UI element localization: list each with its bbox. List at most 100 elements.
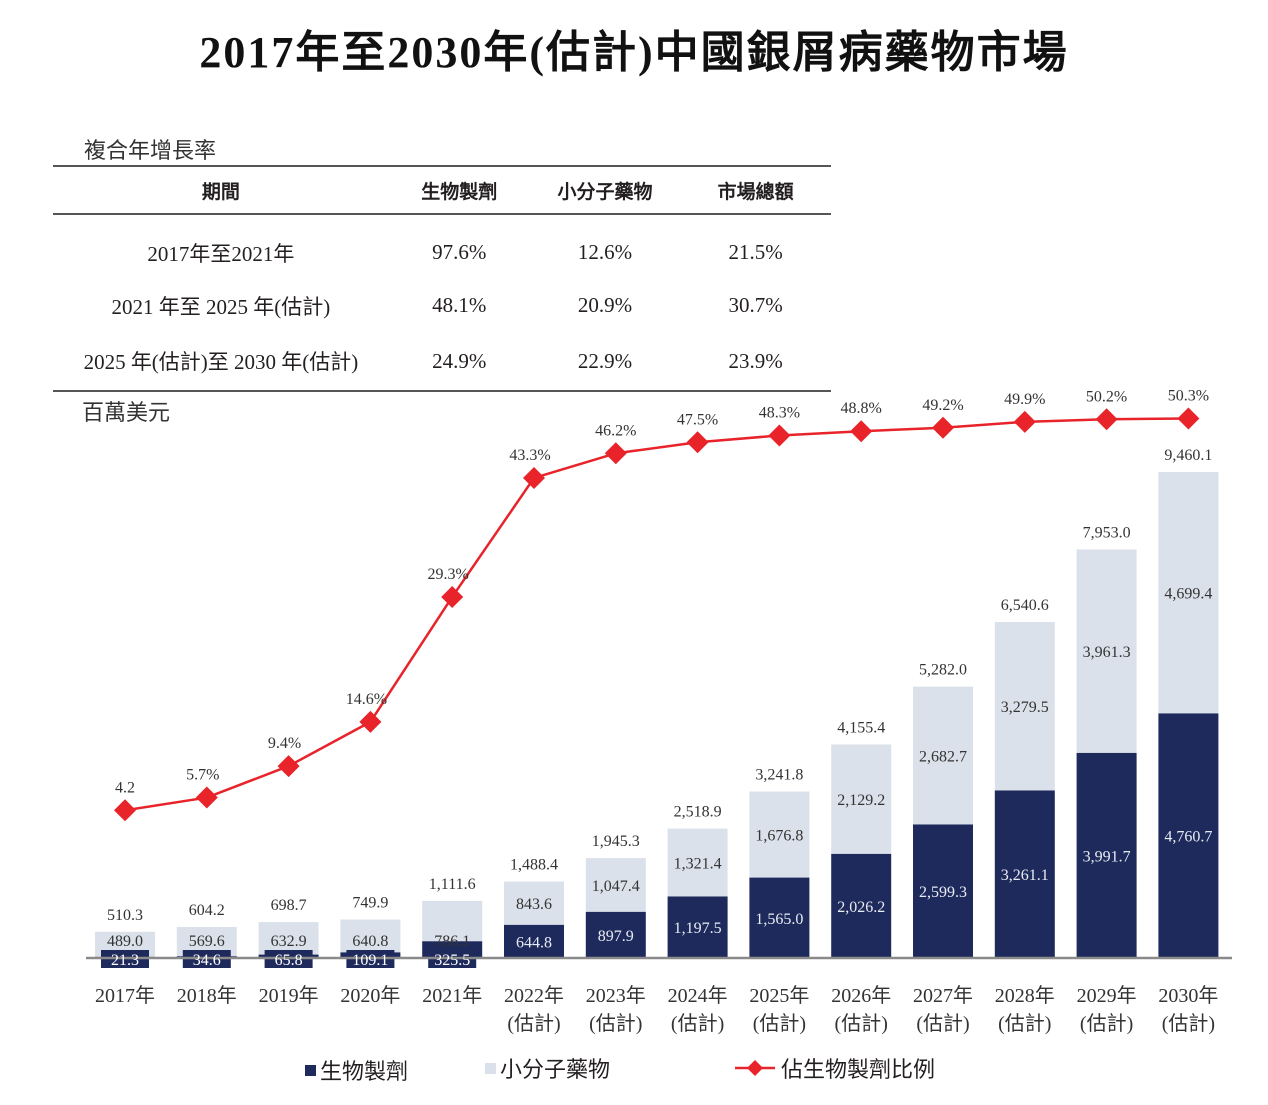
bar-small-molecule-value-label: 640.8 bbox=[352, 933, 388, 950]
bar-small-molecule-value-label: 1,047.4 bbox=[592, 878, 640, 895]
share-line-value-label: 47.5% bbox=[677, 411, 718, 428]
bar-biologics-value-label: 1,565.0 bbox=[755, 911, 803, 928]
bar-total-value-label: 3,241.8 bbox=[755, 766, 803, 783]
x-tick-label: 2027年 bbox=[913, 984, 973, 1007]
bar-small-molecule-value-label: 4,699.4 bbox=[1164, 586, 1212, 603]
bar-total-value-label: 1,111.6 bbox=[429, 876, 476, 893]
x-tick-label: 2020年 bbox=[340, 984, 400, 1007]
legend-swatch-small-molecule bbox=[485, 1062, 496, 1074]
bar-biologics-value-label: 1,197.5 bbox=[674, 920, 722, 937]
bar-small-molecule-value-label: 2,129.2 bbox=[837, 792, 885, 809]
share-line-value-label: 50.3% bbox=[1168, 387, 1209, 404]
bar-total-value-label: 6,540.6 bbox=[1001, 597, 1049, 614]
bar-small-molecule-value-label: 569.6 bbox=[189, 933, 225, 950]
x-tick-label: 2025年 bbox=[749, 984, 809, 1007]
share-line-point-diamond bbox=[114, 799, 136, 822]
share-line-point-diamond bbox=[523, 466, 545, 489]
x-tick-labels-layer: 2017年 2018年 2019年 2020年 2021年 2022年 (估計) 2023年 (… bbox=[95, 984, 1218, 1035]
share-line-value-label: 46.2% bbox=[595, 422, 636, 439]
share-line-point-diamond bbox=[359, 710, 382, 733]
bar-small-molecule-value-label: 2,682.7 bbox=[919, 749, 967, 766]
bar-small-molecule bbox=[1076, 549, 1137, 753]
cagr-small-molecule: 12.6% bbox=[577, 240, 633, 264]
bar-biologics bbox=[913, 824, 973, 958]
x-tick-sublabel: (估計) bbox=[835, 1012, 888, 1035]
share-line-value-label: 49.9% bbox=[1004, 391, 1045, 408]
x-tick-sublabel: (估計) bbox=[753, 1012, 806, 1035]
share-line-point-diamond bbox=[1095, 408, 1118, 431]
cagr-header-total: 市場總額 bbox=[680, 165, 831, 215]
x-tick-label: 2022年 bbox=[504, 984, 564, 1007]
chart-title: 2017年至2030年(估計)中國銀屑病藥物市場 bbox=[199, 28, 1069, 77]
x-tick-sublabel: (估計) bbox=[507, 1012, 560, 1035]
bar-biologics-value-label: 2,026.2 bbox=[837, 899, 885, 916]
cagr-biologics: 97.6% bbox=[432, 240, 487, 264]
cagr-small-molecule: 22.9% bbox=[529, 332, 681, 392]
cagr-row: 2017年至2021年 97.6% 12.6% 21.5% bbox=[53, 214, 831, 279]
cagr-header-period: 期間 bbox=[53, 165, 389, 215]
legend-label-biologics: 生物製劑 bbox=[320, 1059, 409, 1084]
x-tick-label: 2028年 bbox=[995, 984, 1055, 1007]
share-line-point-diamond bbox=[604, 442, 627, 465]
bar-total-value-label: 749.9 bbox=[352, 894, 388, 911]
x-tick-label: 2023年 bbox=[586, 984, 646, 1007]
bar-biologics bbox=[504, 924, 564, 958]
share-line-layer: 4.2 5.7% 9.4% 14.6% 29.3% 43.3% 46.2% 47.5% 48.3… bbox=[114, 387, 1209, 822]
cagr-row: 2021 年至 2025 年(估計) 48.1% 20.9% 30.7% bbox=[53, 279, 831, 332]
bar-labels-layer: 21.3 489.0 510.3 34.6 569.6 604.2 65.8 632.9 698… bbox=[107, 447, 1212, 969]
bar-biologics-value-label: 644.8 bbox=[516, 934, 552, 951]
share-line-point-diamond bbox=[1013, 410, 1036, 433]
share-line-value-label: 9.4% bbox=[268, 735, 301, 752]
x-tick-label: 2030年 bbox=[1158, 984, 1218, 1007]
bar-small-molecule bbox=[1158, 472, 1219, 714]
legend-swatch-biologics bbox=[305, 1064, 316, 1076]
share-line-point-diamond bbox=[932, 416, 954, 439]
bar-small-molecule bbox=[585, 858, 646, 912]
share-line-value-label: 50.2% bbox=[1086, 388, 1127, 405]
bar-biologics-value-label: 897.9 bbox=[598, 928, 634, 945]
cagr-table: 期間 生物製劑 小分子藥物 市場總額 2017年至2021年 97.6% 12.… bbox=[53, 165, 831, 392]
legend-item-small-molecule: 小分子藥物 bbox=[485, 1052, 610, 1084]
bar-biologics-value-label: 2,599.3 bbox=[919, 884, 967, 901]
bar-biologics bbox=[1158, 713, 1219, 958]
bar-total-value-label: 510.3 bbox=[107, 907, 143, 924]
x-tick-sublabel: (估計) bbox=[1162, 1012, 1215, 1035]
cagr-header-small-molecule: 小分子藥物 bbox=[529, 165, 681, 215]
bar-small-molecule-value-label: 3,279.5 bbox=[1001, 699, 1049, 716]
bar-biologics-value-label: 4,760.7 bbox=[1164, 829, 1212, 846]
bar-biologics-value-label: 325.5 bbox=[434, 952, 470, 969]
cagr-biologics: 48.1% bbox=[432, 293, 487, 317]
bar-biologics bbox=[749, 877, 810, 958]
share-line-value-label: 29.3% bbox=[428, 566, 469, 583]
bar-small-molecule-value-label: 489.0 bbox=[107, 933, 143, 950]
cagr-biologics: 24.9% bbox=[388, 332, 530, 392]
bar-biologics bbox=[585, 911, 646, 958]
bar-biologics bbox=[1076, 752, 1137, 958]
legend-line-diamond-icon bbox=[735, 1060, 775, 1076]
legend-label-small-molecule: 小分子藥物 bbox=[500, 1057, 611, 1082]
share-line-value-label: 4.2 bbox=[115, 779, 135, 796]
x-tick-sublabel: (估計) bbox=[671, 1012, 724, 1035]
cagr-period: 2025 年(估計)至 2030 年(估計) bbox=[53, 332, 389, 392]
x-tick-label: 2029年 bbox=[1077, 984, 1137, 1007]
x-tick-label: 2017年 bbox=[95, 984, 155, 1007]
bars-layer bbox=[95, 472, 1219, 968]
bar-small-molecule bbox=[258, 922, 319, 955]
share-line-point-diamond bbox=[686, 431, 709, 454]
share-line-point-diamond bbox=[1177, 407, 1200, 430]
cagr-total: 21.5% bbox=[728, 240, 783, 264]
bar-small-molecule-value-label: 1,676.8 bbox=[755, 828, 803, 845]
bar-small-molecule-value-label: 3,961.3 bbox=[1083, 644, 1131, 661]
share-line-value-label: 43.3% bbox=[509, 447, 550, 464]
bar-small-molecule-value-label: 786.1 bbox=[434, 933, 470, 950]
bar-small-molecule bbox=[749, 791, 810, 878]
bar-total-value-label: 4,155.4 bbox=[837, 720, 885, 737]
x-tick-label: 2026年 bbox=[831, 984, 891, 1007]
bar-small-molecule bbox=[504, 881, 564, 925]
cagr-small-molecule: 20.9% bbox=[577, 293, 633, 317]
cagr-total: 23.9% bbox=[680, 332, 831, 392]
legend-item-biologics: 生物製劑 bbox=[305, 1054, 408, 1086]
bar-small-molecule bbox=[422, 900, 483, 942]
cagr-period: 2017年至2021年 bbox=[147, 241, 295, 266]
